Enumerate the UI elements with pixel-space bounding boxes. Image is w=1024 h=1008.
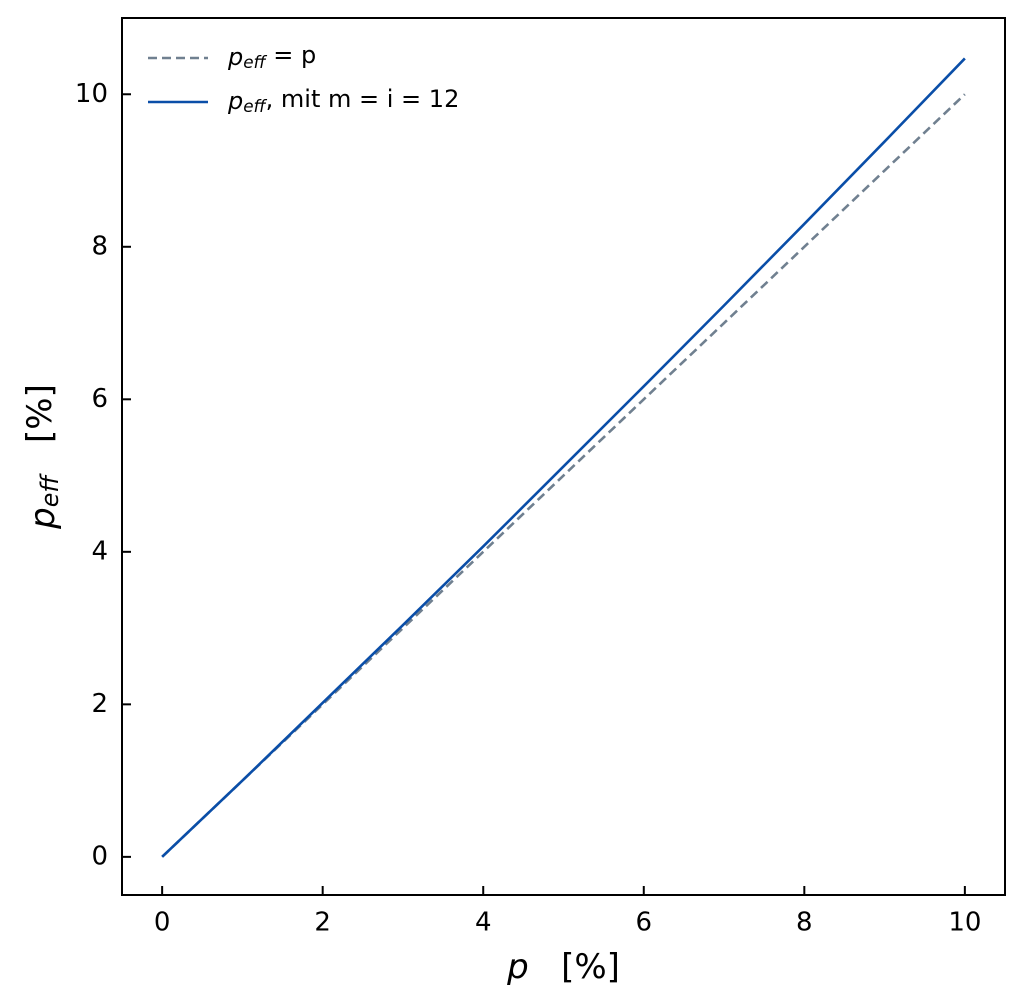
y-tick-label: 2	[91, 689, 108, 719]
x-tick-label: 6	[635, 908, 652, 938]
y-tick-label: 10	[75, 79, 108, 109]
x-tick-label: 2	[314, 908, 331, 938]
y-tick-label: 6	[91, 384, 108, 414]
x-tick-label: 10	[948, 908, 981, 938]
x-tick-label: 4	[475, 908, 492, 938]
x-axis-label: p [%]	[506, 947, 620, 987]
series-line	[161, 57, 966, 858]
y-axis-label: peff [%]	[19, 384, 63, 530]
legend-entry: peff, mit m = i = 12	[227, 85, 459, 116]
plot-frame	[121, 17, 1006, 896]
y-tick-label: 4	[91, 536, 108, 566]
y-tick-label: 8	[91, 231, 108, 261]
x-tick-label: 0	[154, 908, 171, 938]
x-tick-label: 8	[796, 908, 813, 938]
y-tick-label: 0	[91, 841, 108, 871]
legend-entry: peff = p	[227, 41, 316, 72]
